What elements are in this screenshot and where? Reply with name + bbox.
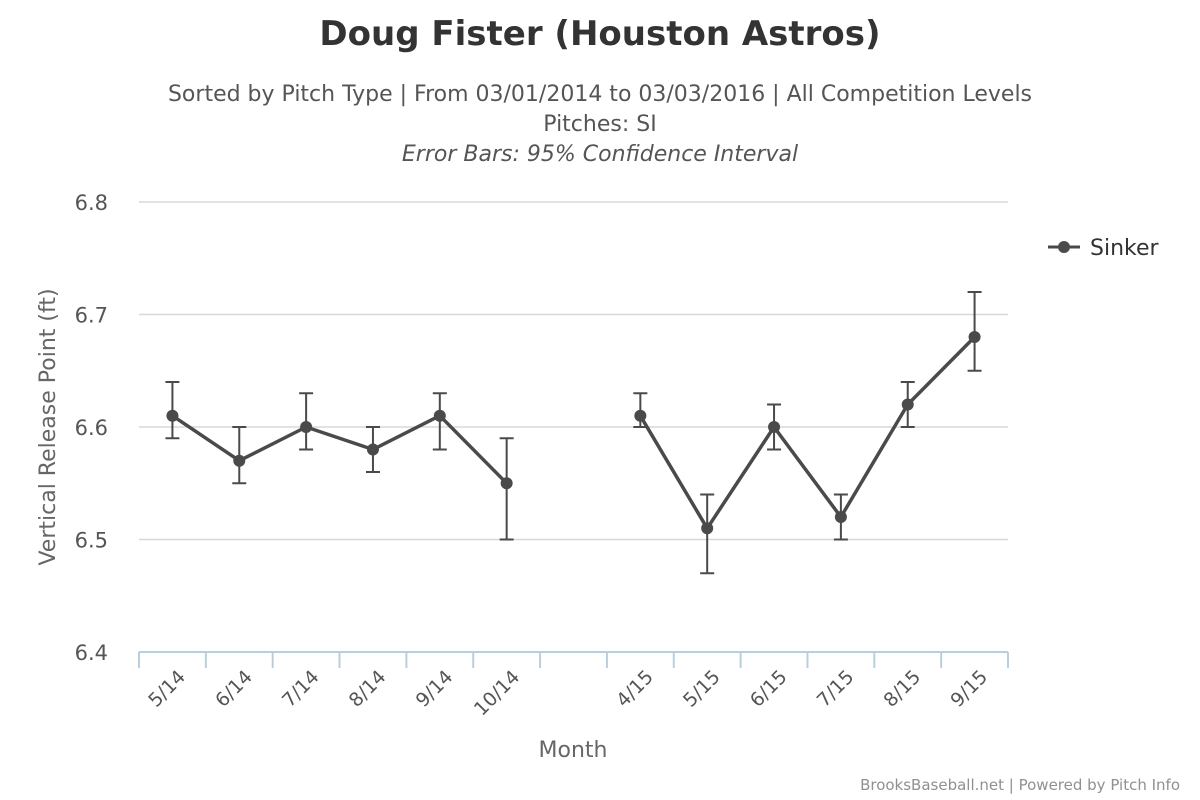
grid-lines: [139, 201, 1008, 541]
x-tick-label: 8/14: [345, 666, 391, 712]
data-point[interactable]: [366, 443, 379, 456]
data-point[interactable]: [500, 477, 513, 490]
data-point[interactable]: [701, 522, 714, 535]
chart-credit[interactable]: BrooksBaseball.net | Powered by Pitch In…: [860, 776, 1180, 794]
chart-pitches-label: Pitches: SI: [543, 112, 657, 137]
legend-label-sinker: Sinker: [1090, 236, 1160, 261]
x-tick-label: 6/14: [211, 666, 257, 712]
y-axis-ticks: 6.4 6.5 6.6 6.7 6.8: [75, 191, 108, 665]
x-tick-label: 7/15: [813, 666, 859, 712]
legend[interactable]: Sinker: [1048, 236, 1160, 261]
x-tick-label: 4/15: [612, 666, 658, 712]
data-point[interactable]: [968, 331, 981, 343]
series-line: [171, 413, 508, 485]
x-tick-label: 5/15: [679, 666, 725, 712]
chart-title: Doug Fister (Houston Astros): [319, 14, 881, 54]
x-axis: 5/14 6/14 7/14 8/14 9/14 10/14 4/15 5/15 6/15 7/1…: [138, 651, 1009, 720]
chart-subtitle: Sorted by Pitch Type | From 03/01/2014 t…: [167, 82, 1033, 107]
series-sinker: [165, 291, 982, 575]
data-point[interactable]: [901, 398, 914, 411]
x-tick-label: 8/15: [880, 666, 926, 712]
y-tick-label: 6.5: [75, 529, 108, 553]
data-point[interactable]: [634, 409, 647, 422]
x-tick-label: 9/14: [412, 666, 458, 712]
data-point[interactable]: [233, 454, 246, 467]
data-point[interactable]: [834, 511, 847, 523]
x-axis-label: Month: [539, 738, 608, 763]
data-point[interactable]: [433, 409, 446, 422]
chart-error-bars-note: Error Bars: 95% Confidence Interval: [401, 142, 799, 167]
y-axis-label: Vertical Release Point (ft): [36, 288, 61, 565]
x-tick-label: 6/15: [746, 666, 792, 712]
series-line: [638, 335, 976, 531]
y-tick-label: 6.6: [75, 416, 108, 440]
y-tick-label: 6.4: [75, 641, 108, 665]
x-tick-label: 7/14: [278, 666, 324, 712]
x-tick-label: 10/14: [470, 666, 524, 720]
x-tick-label: 9/15: [946, 666, 992, 712]
data-point[interactable]: [768, 421, 781, 433]
y-tick-label: 6.8: [75, 191, 108, 215]
data-point[interactable]: [166, 409, 179, 422]
x-tick-label: 5/14: [144, 666, 190, 712]
legend-marker-icon: [1058, 241, 1070, 253]
data-point[interactable]: [300, 421, 313, 433]
y-tick-label: 6.7: [75, 304, 108, 328]
